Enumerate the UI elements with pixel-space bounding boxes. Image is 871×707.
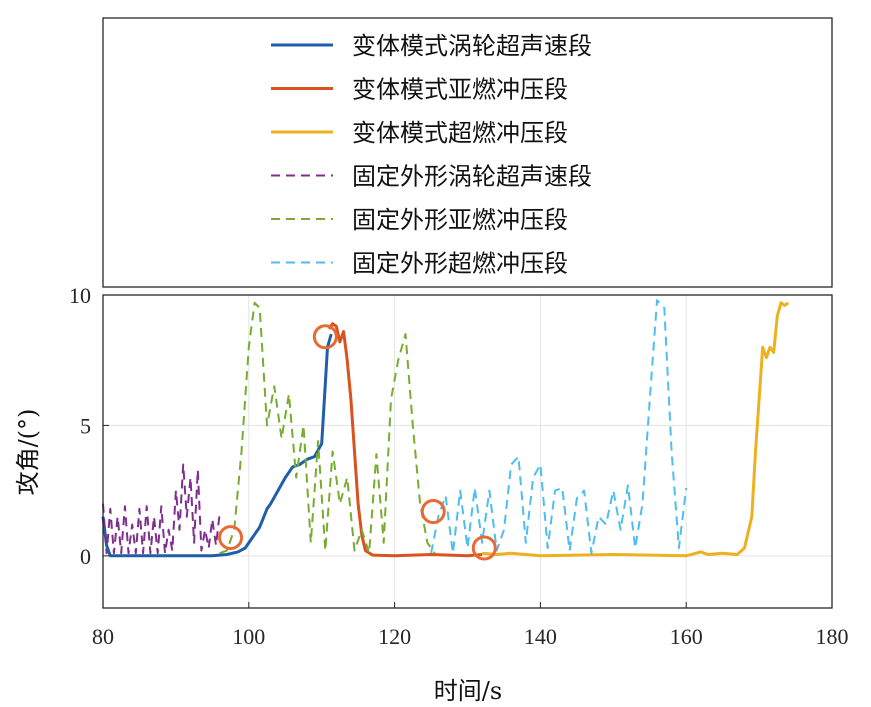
- series-line-4: [102, 463, 221, 555]
- y-tick-label: 5: [80, 413, 91, 438]
- series-line-6: [430, 299, 688, 555]
- x-tick-label: 120: [378, 624, 411, 649]
- legend-label-1: 变体模式涡轮超声速段: [352, 32, 592, 60]
- x-tick-label: 160: [670, 624, 703, 649]
- series-line-5: [219, 301, 436, 555]
- annotation-layer: [218, 324, 497, 561]
- y-tick-label: 10: [69, 283, 91, 308]
- legend-label-2: 变体模式亚燃冲压段: [352, 76, 568, 104]
- legend-label-3: 变体模式超燃冲压段: [352, 119, 568, 147]
- y-tick-label: 0: [80, 544, 91, 569]
- x-tick-label: 80: [92, 624, 114, 649]
- series-line-2: [327, 322, 483, 558]
- annotation-circle-2: [312, 324, 338, 350]
- series-line-3: [481, 301, 790, 558]
- legend-frame: [102, 17, 833, 288]
- y-axis-label: 攻角/(°): [14, 409, 42, 496]
- plot-area: 80 100 120 140 160 180 0 5 10: [69, 283, 849, 649]
- legend-label-5: 固定外形亚燃冲压段: [352, 206, 568, 234]
- x-tick-label: 180: [816, 624, 849, 649]
- legend: 变体模式涡轮超声速段变体模式亚燃冲压段变体模式超燃冲压段固定外形涡轮超声速段固定…: [102, 17, 833, 288]
- plot-frame: [103, 295, 832, 608]
- legend-label-6: 固定外形超燃冲压段: [352, 250, 568, 278]
- x-tick-label: 140: [524, 624, 557, 649]
- legend-label-4: 固定外形涡轮超声速段: [352, 163, 592, 191]
- annotation-circle-3: [420, 498, 446, 524]
- x-tick-label: 100: [232, 624, 265, 649]
- annotation-circle-4: [471, 535, 497, 561]
- annotation-circle-1: [218, 525, 244, 551]
- series-layer: [101, 299, 790, 558]
- series-line-1: [101, 333, 333, 558]
- plot-border: [102, 294, 833, 609]
- axis-ticks: 80 100 120 140 160 180 0 5 10: [69, 283, 849, 649]
- x-axis-label: 时间/s: [434, 677, 502, 705]
